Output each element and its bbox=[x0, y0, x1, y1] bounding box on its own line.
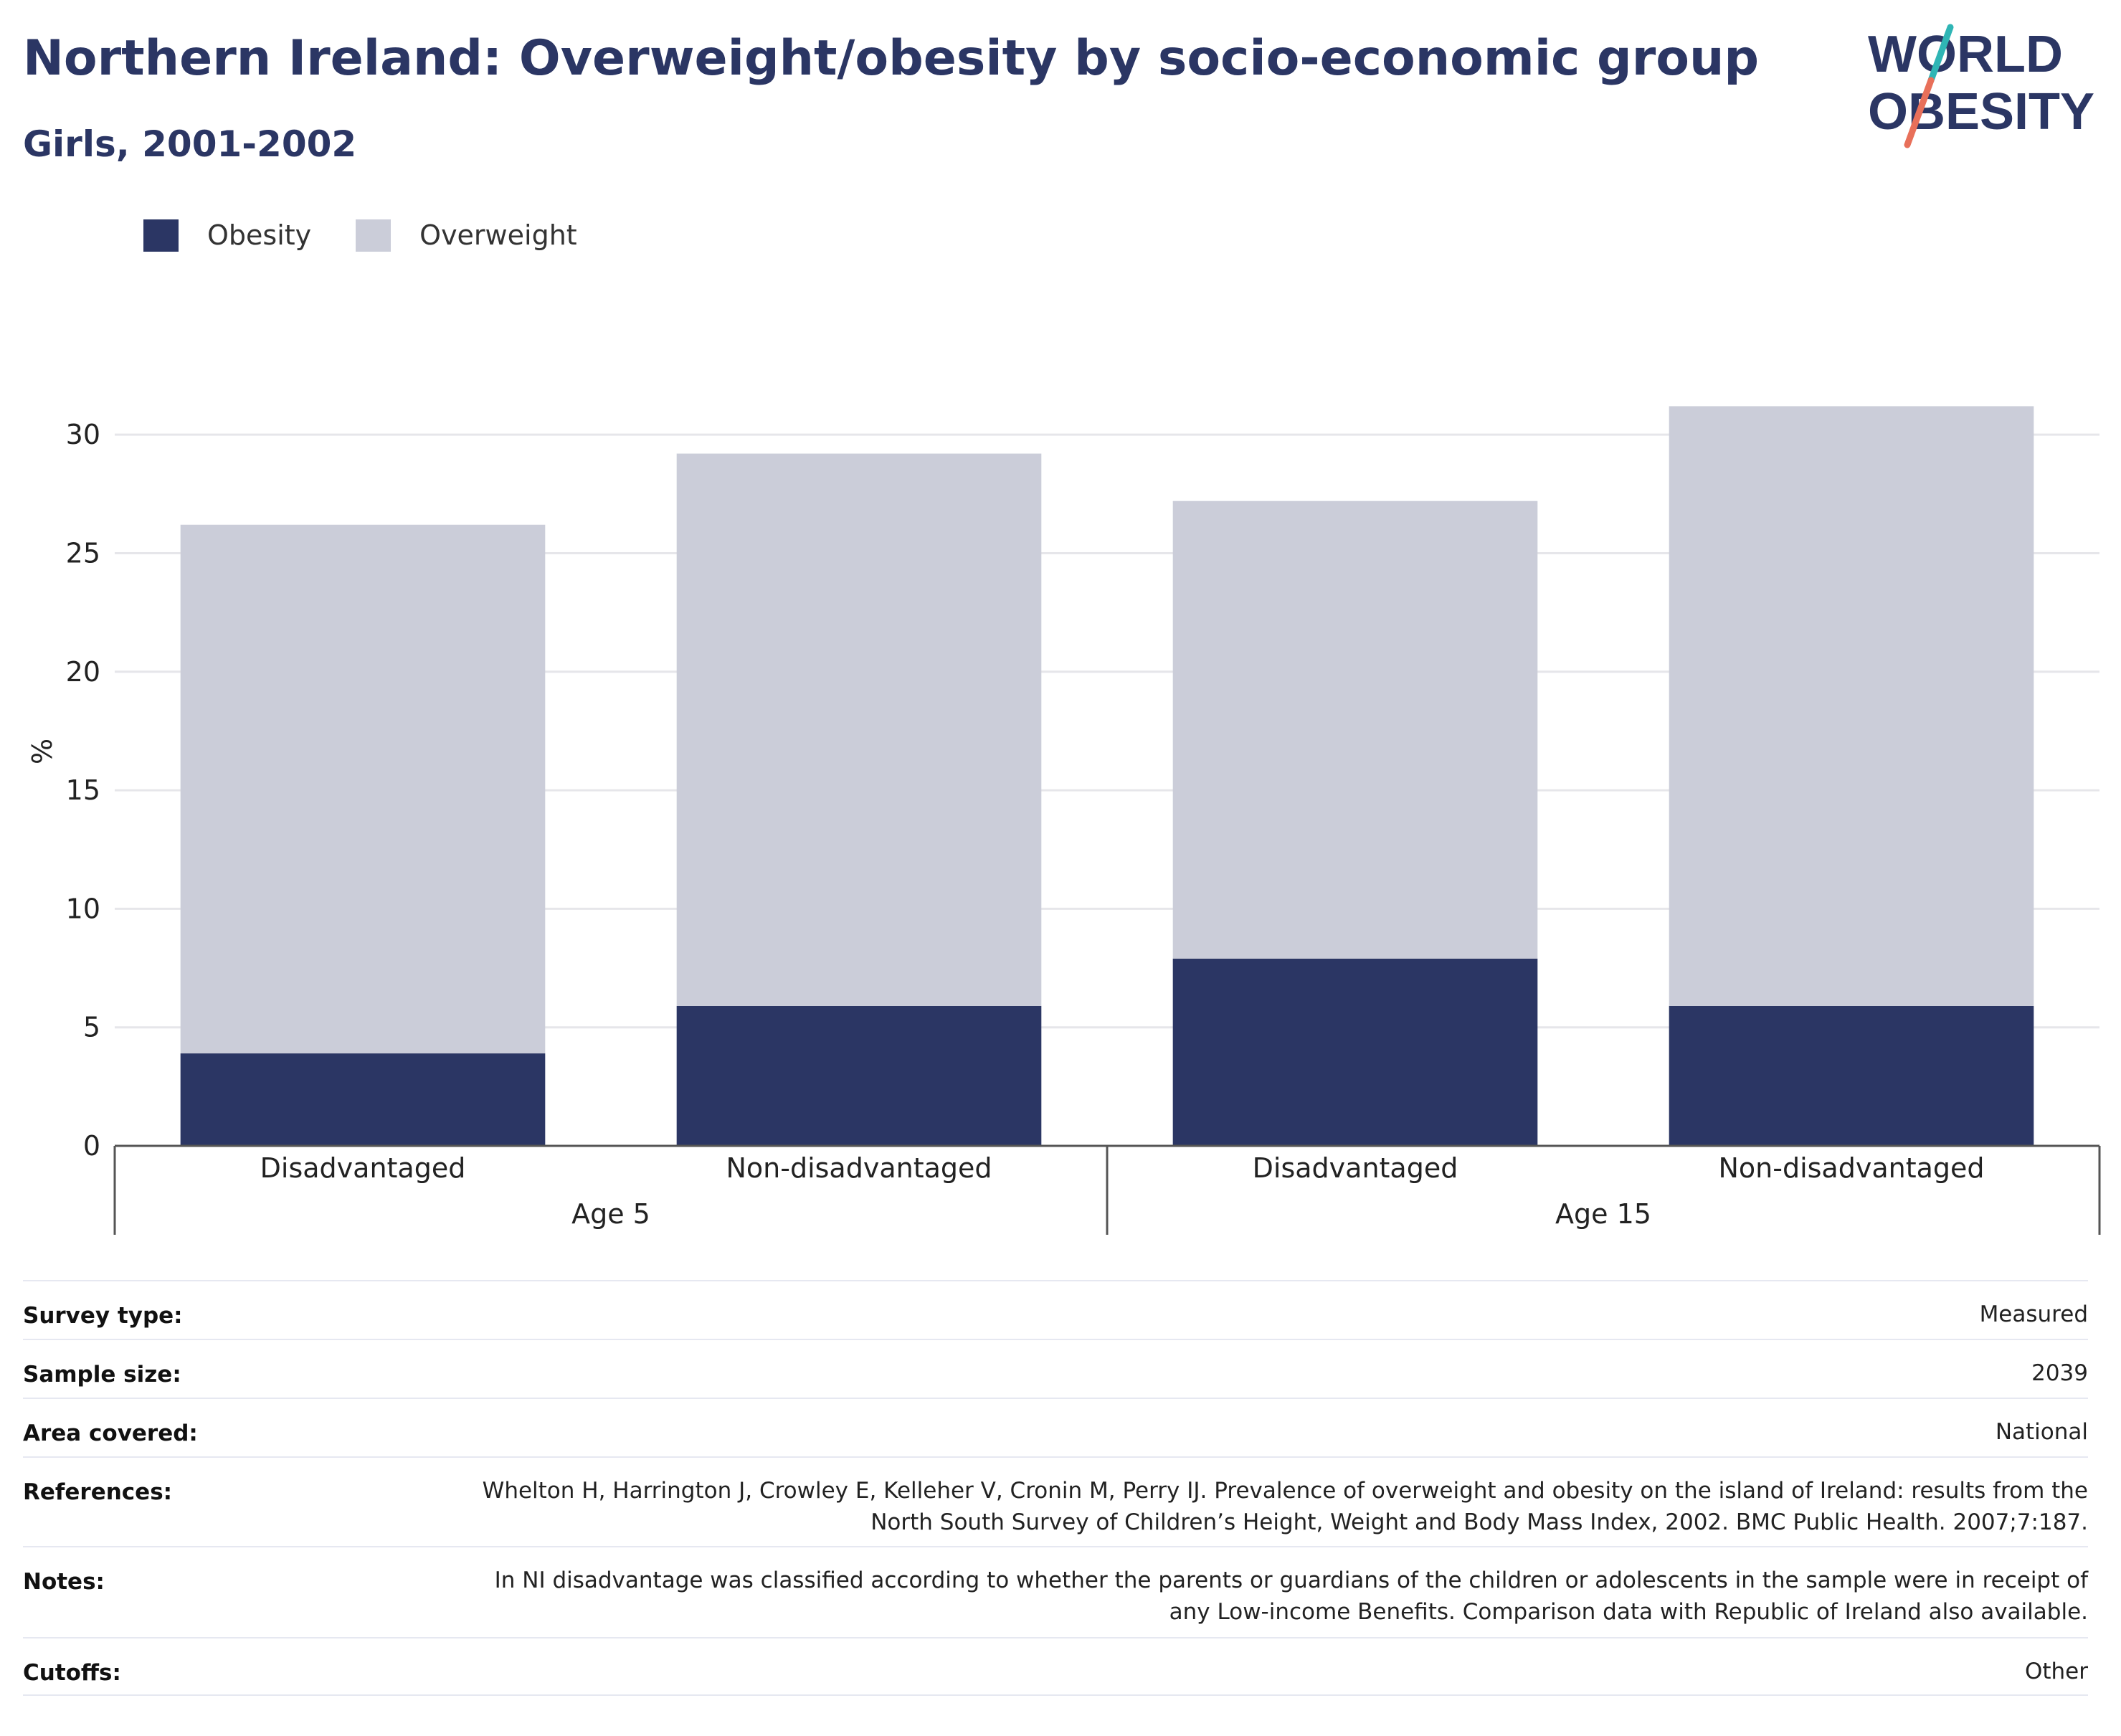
detail-value: 2039 bbox=[2031, 1360, 2088, 1386]
bar-overweight-4 bbox=[1669, 406, 2034, 1006]
y-tick-label: 0 bbox=[83, 1130, 100, 1162]
detail-row-area-covered: Area covered: National bbox=[23, 1398, 2088, 1456]
survey-details-table: Survey type: Measured Sample size: 2039 … bbox=[23, 1280, 2088, 1696]
bar-chart: 0 5 10 15 20 25 30% Disadvantaged Non-disadvanta… bbox=[27, 406, 2101, 1235]
detail-label: Sample size: bbox=[23, 1362, 181, 1388]
bar-overweight-2 bbox=[676, 453, 1042, 1006]
world-obesity-logo: WORLD OBESITY bbox=[1868, 24, 2094, 148]
detail-label: Survey type: bbox=[23, 1303, 183, 1329]
legend-swatch-obesity bbox=[143, 219, 179, 252]
bar-overweight-1 bbox=[180, 524, 546, 1054]
chart-title: Northern Ireland: Overweight/obesity by … bbox=[23, 30, 1760, 87]
detail-value: Measured bbox=[1979, 1301, 2088, 1327]
y-tick-label: 15 bbox=[66, 774, 100, 806]
bar-overweight-3 bbox=[1172, 501, 1538, 959]
x-tick-label: Disadvantaged bbox=[260, 1152, 466, 1184]
legend-item-obesity[interactable]: Obesity bbox=[143, 219, 311, 252]
group-label: Age 15 bbox=[1555, 1198, 1651, 1230]
detail-row-survey-type: Survey type: Measured bbox=[23, 1280, 2088, 1339]
legend-swatch-overweight bbox=[356, 219, 392, 252]
detail-row-sample-size: Sample size: 2039 bbox=[23, 1339, 2088, 1398]
detail-row-cutoffs: Cutoffs: Other bbox=[23, 1637, 2088, 1696]
logo-slash-coral bbox=[1904, 77, 1935, 148]
detail-label: References: bbox=[23, 1479, 173, 1505]
chart-legend: Obesity Overweight bbox=[143, 215, 622, 255]
detail-value: In NI disadvantage was classified accord… bbox=[494, 1567, 2088, 1625]
chart-subtitle: Girls, 2001-2002 bbox=[23, 123, 357, 165]
detail-label: Cutoffs: bbox=[23, 1660, 121, 1686]
legend-label-overweight: Overweight bbox=[419, 219, 577, 251]
x-tick-label: Non-disadvantaged bbox=[1718, 1152, 1984, 1184]
detail-value: National bbox=[1995, 1419, 2088, 1445]
y-tick-label: 10 bbox=[66, 893, 100, 924]
legend-item-overweight[interactable]: Overweight bbox=[356, 219, 577, 252]
legend-label-obesity: Obesity bbox=[207, 219, 312, 251]
y-tick-label: 5 bbox=[83, 1012, 100, 1043]
bar-obesity-2 bbox=[676, 1005, 1042, 1146]
detail-value: Other bbox=[2024, 1659, 2088, 1684]
group-label: Age 5 bbox=[571, 1198, 650, 1230]
detail-label: Area covered: bbox=[23, 1420, 198, 1446]
bar-obesity-4 bbox=[1669, 1005, 2034, 1146]
detail-label: Notes: bbox=[23, 1569, 105, 1595]
y-axis-label: % bbox=[27, 739, 58, 764]
x-tick-label: Non-disadvantaged bbox=[726, 1152, 992, 1184]
x-tick-label: Disadvantaged bbox=[1253, 1152, 1458, 1184]
bar-obesity-1 bbox=[180, 1053, 546, 1146]
detail-row-references: References: Whelton H, Harrington J, Cro… bbox=[23, 1456, 2088, 1546]
bar-obesity-3 bbox=[1172, 958, 1538, 1146]
y-tick-label: 30 bbox=[66, 419, 100, 450]
y-tick-label: 25 bbox=[66, 537, 100, 569]
logo-slash-teal bbox=[1927, 24, 1954, 84]
detail-row-notes: Notes: In NI disadvantage was classified… bbox=[23, 1546, 2088, 1637]
logo-text-world: WORLD bbox=[1868, 26, 2063, 83]
detail-value: Whelton H, Harrington J, Crowley E, Kell… bbox=[482, 1478, 2088, 1535]
logo-text-obesity: OBESITY bbox=[1868, 83, 2094, 141]
y-tick-label: 20 bbox=[66, 656, 100, 688]
